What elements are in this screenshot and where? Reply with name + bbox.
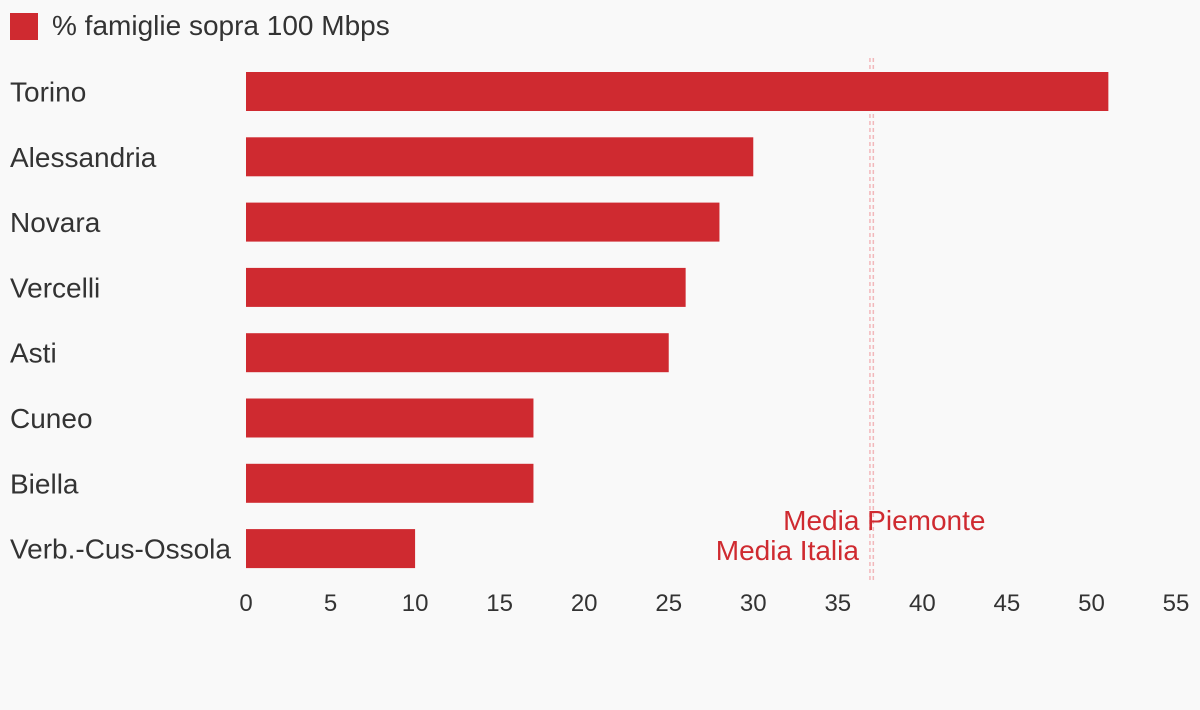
bar [246, 333, 669, 373]
x-tick-label: 40 [909, 590, 936, 617]
category-label: Torino [10, 77, 86, 108]
x-tick-label: 45 [994, 590, 1021, 617]
x-tick-label: 15 [486, 590, 513, 617]
bar [246, 463, 534, 503]
bar [246, 137, 754, 177]
legend-label: % famiglie sopra 100 Mbps [52, 10, 390, 41]
bar [246, 267, 686, 307]
reference-line-label: Media Italia [716, 535, 860, 566]
x-tick-label: 10 [402, 590, 429, 617]
legend-swatch [10, 12, 38, 40]
x-tick-label: 25 [655, 590, 682, 617]
bar [246, 398, 534, 438]
category-label: Biella [10, 468, 79, 499]
x-tick-label: 5 [324, 590, 337, 617]
category-label: Alessandria [10, 142, 157, 173]
category-label: Verb.-Cus-Ossola [10, 534, 231, 565]
bar [246, 72, 1109, 111]
x-tick-label: 50 [1078, 590, 1105, 617]
x-tick-label: 0 [239, 590, 252, 617]
category-label: Novara [10, 207, 101, 238]
bar [246, 202, 720, 242]
x-tick-label: 55 [1163, 590, 1190, 617]
legend: % famiglie sopra 100 Mbps [10, 10, 390, 42]
category-label: Vercelli [10, 272, 100, 303]
x-tick-label: 35 [824, 590, 851, 617]
category-label: Asti [10, 338, 57, 369]
bar [246, 529, 416, 569]
reference-line-label: Media Piemonte [783, 505, 985, 536]
x-tick-label: 20 [571, 590, 598, 617]
category-label: Cuneo [10, 403, 93, 434]
x-tick-label: 30 [740, 590, 767, 617]
